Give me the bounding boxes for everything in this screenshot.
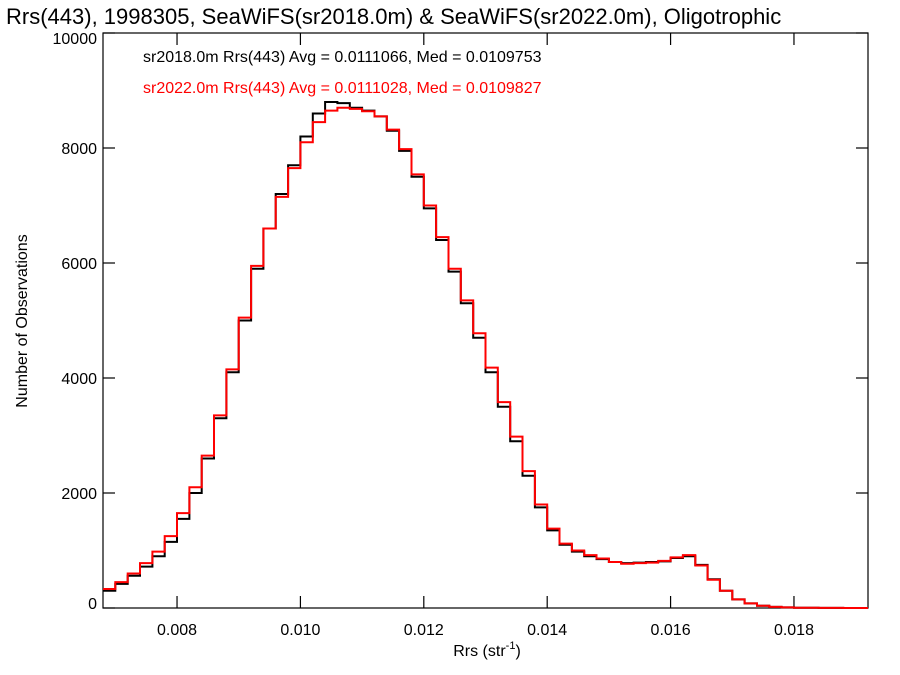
y-tick-label: 4000 [61,371,97,388]
x-tick-label: 0.012 [404,622,444,639]
x-tick-label: 0.018 [774,622,814,639]
y-axis-label: Number of Observations [14,234,31,407]
plot-border [102,32,869,609]
legend-entry-2: sr2022.0m Rrs(443) Avg = 0.0111028, Med … [143,80,542,97]
x-axis-label: Rrs (str-1) [453,640,521,660]
series-lines [103,101,868,609]
x-tick-label: 0.010 [280,622,320,639]
y-tick-label: 0 [88,596,97,613]
x-tick-label: 0.016 [651,622,691,639]
y-tick-label: 10000 [53,31,98,48]
tick-labels: 0.008 0.010 0.012 0.014 0.016 0.018 0 2000 4000 6… [53,31,815,639]
y-tick-label: 8000 [61,141,97,158]
legend-entry-1: sr2018.0m Rrs(443) Avg = 0.0111066, Med … [143,49,542,66]
plot-frame [102,32,869,609]
x-tick-label: 0.008 [157,622,197,639]
chart-title: Rrs(443), 1998305, SeaWiFS(sr2018.0m) & … [6,4,781,29]
y-tick-label: 6000 [61,256,97,273]
y-tick-label: 2000 [61,486,97,503]
x-tick-label: 0.014 [527,622,567,639]
axis-ticks [103,32,868,609]
series-2-line [103,106,868,609]
